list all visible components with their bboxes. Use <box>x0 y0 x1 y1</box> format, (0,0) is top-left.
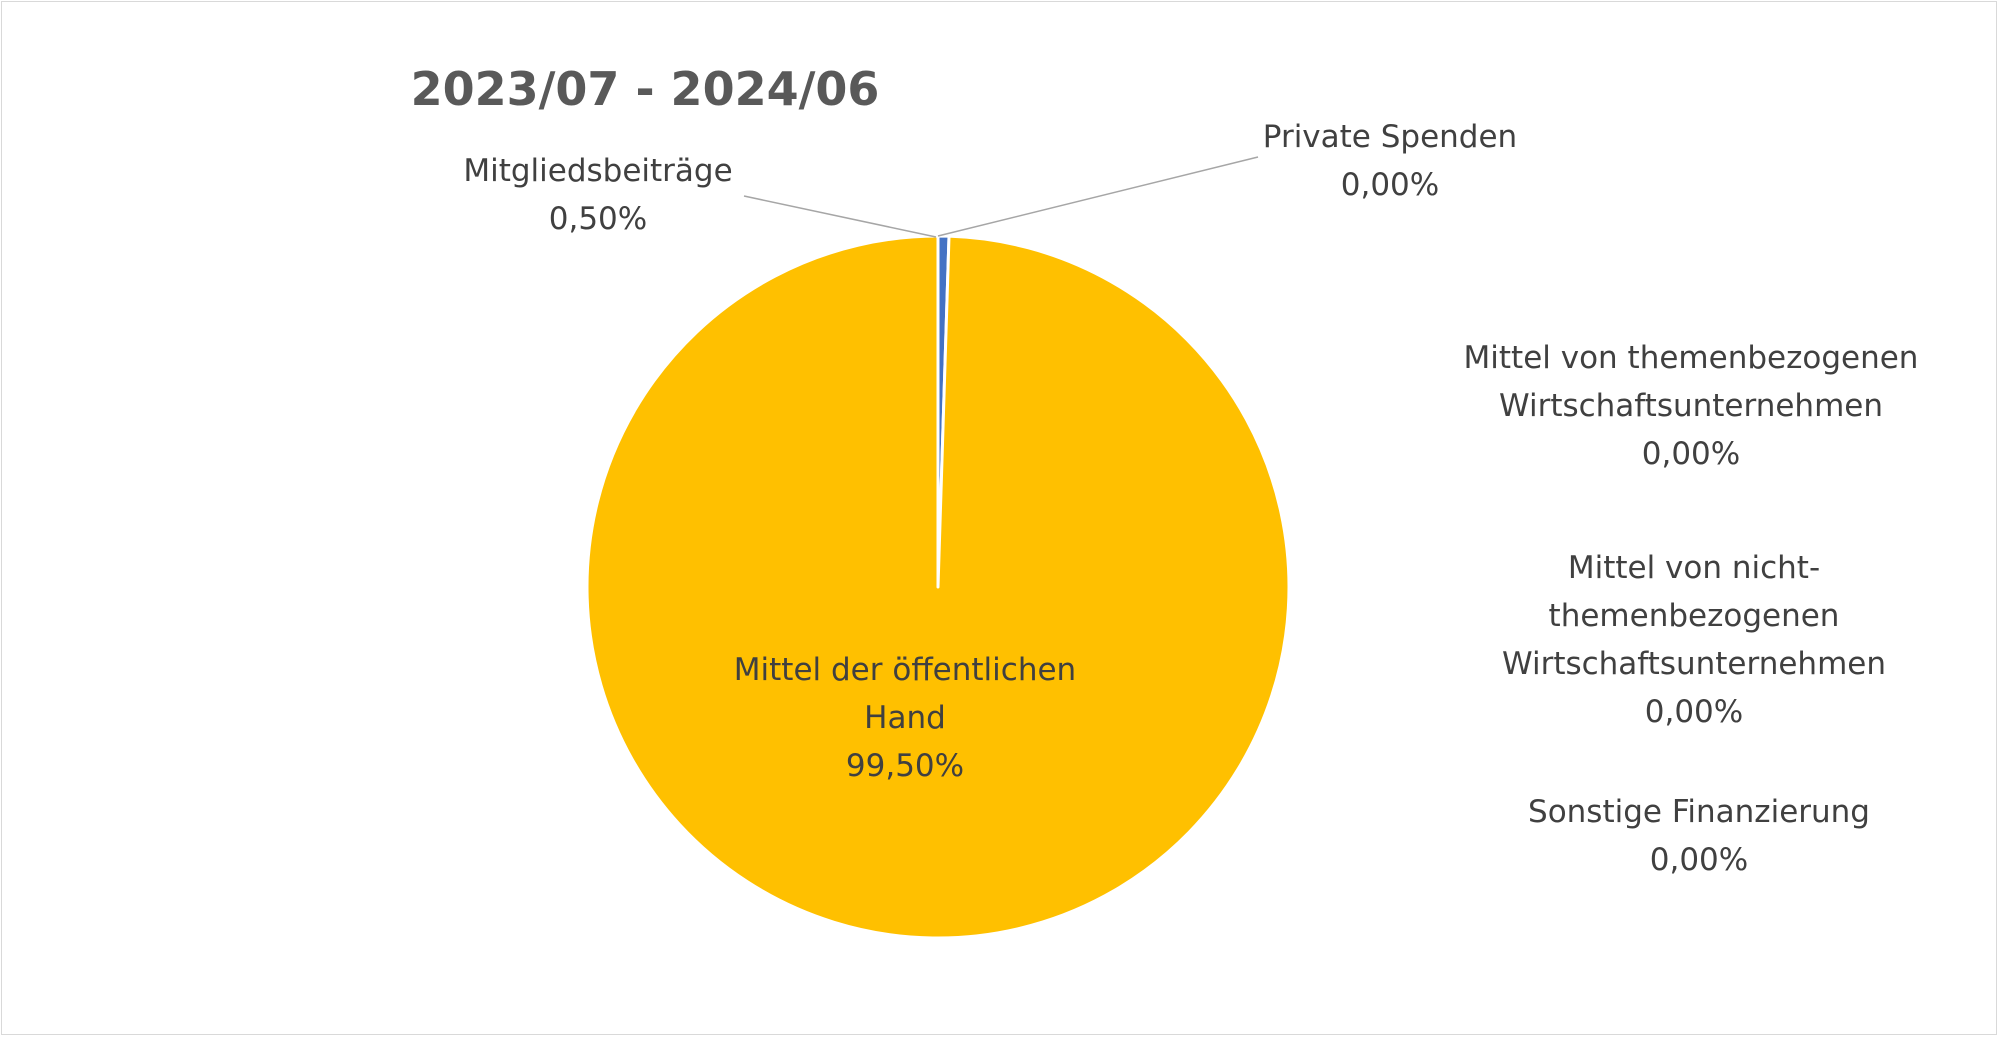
slice-value-label: 0,00% <box>1642 436 1740 472</box>
slice-category-label: Mittel von nicht- <box>1568 550 1820 586</box>
slice-value-label: 0,00% <box>1650 842 1748 878</box>
slice-data-label: Sonstige Finanzierung 0,00% <box>1528 794 1870 878</box>
pie-slices <box>585 234 1291 940</box>
slice-category-label: Wirtschaftsunternehmen <box>1502 646 1886 682</box>
data-labels: Mittel der öffentlichen Hand 99,50% Mitglie… <box>463 119 1918 878</box>
slice-value-label: 0,50% <box>549 201 647 237</box>
slice-category-label: Mitgliedsbeiträge <box>463 153 732 189</box>
slice-category-label: themenbezogenen <box>1549 598 1840 634</box>
chart-title: 2023/07 - 2024/06 <box>410 62 880 116</box>
leader-line <box>743 195 937 238</box>
slice-data-label: Mittel der öffentlichen Hand 99,50% <box>734 652 1076 784</box>
slice-category-label: Private Spenden <box>1263 119 1517 155</box>
slice-data-label: Mittel von themenbezogenen Wirtschaftsunt… <box>1464 340 1919 472</box>
slice-data-label: Mitgliedsbeiträge 0,50% <box>463 153 732 237</box>
slice-category-label: Sonstige Finanzierung <box>1528 794 1870 830</box>
slice-data-label: Private Spenden 0,00% <box>1263 119 1517 203</box>
pie-slice <box>585 234 1291 940</box>
slice-value-label: 0,00% <box>1341 167 1439 203</box>
slice-value-label: 99,50% <box>846 748 964 784</box>
slice-data-label: Mittel von nicht-themenbezogenen Wirtscha… <box>1502 550 1886 730</box>
leader-lines <box>743 156 1259 238</box>
slice-category-label: Mittel der öffentlichen <box>734 652 1076 688</box>
leader-line <box>937 156 1259 237</box>
slice-value-label: 0,00% <box>1645 694 1743 730</box>
slice-category-label: Mittel von themenbezogenen <box>1464 340 1919 376</box>
slice-category-label: Wirtschaftsunternehmen <box>1499 388 1883 424</box>
slice-category-label: Hand <box>864 700 946 736</box>
